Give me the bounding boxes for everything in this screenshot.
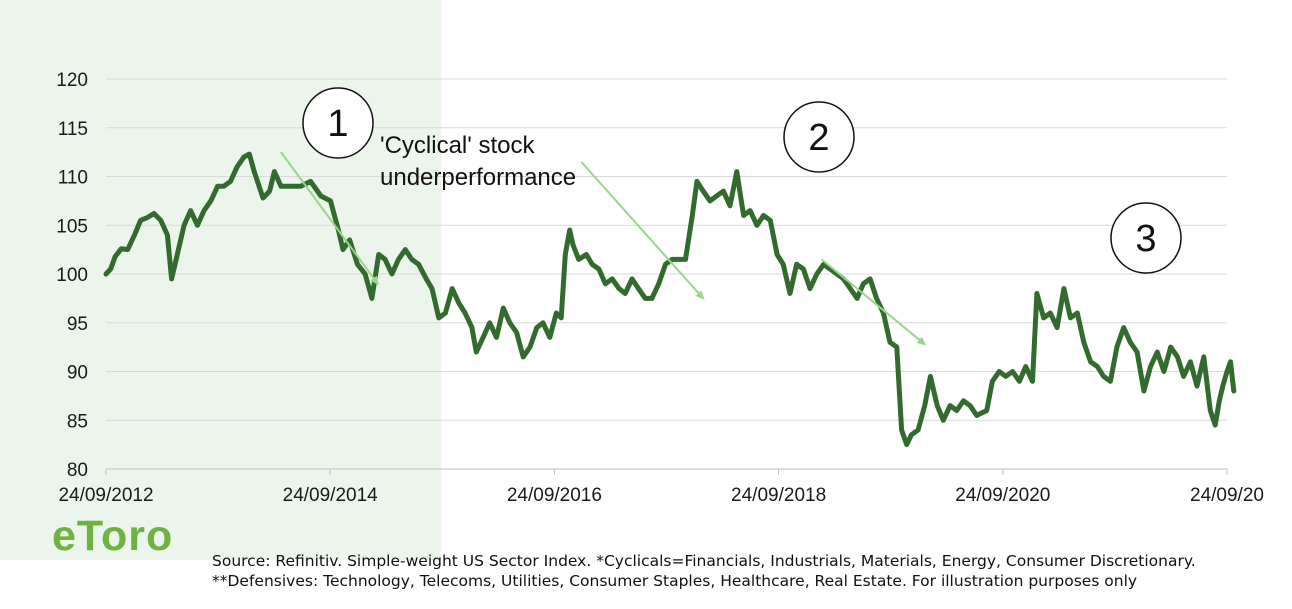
annotation-1: 1 'Cyclical' stock underperformance — [280, 87, 576, 286]
logo-text: eToro — [52, 512, 174, 560]
annotation-2: 2 — [580, 101, 855, 300]
x-tick-label: 24/09/20 — [1190, 485, 1264, 506]
x-tick-label: 24/09/2014 — [283, 485, 379, 506]
y-tick-label: 80 — [67, 460, 88, 481]
y-axis-ticks: 80 85 90 95 100 105 110 115 120 — [56, 70, 88, 481]
annotation-arrow — [280, 151, 379, 286]
source-footnote: Source: Refinitiv. Simple-weight US Sect… — [212, 551, 1196, 591]
gridlines — [106, 78, 1227, 421]
y-tick-label: 115 — [58, 119, 88, 140]
annotation-circle — [1110, 202, 1182, 274]
annotations: 1 'Cyclical' stock underperformance 2 3 — [280, 87, 1182, 346]
annotation-arrow — [820, 258, 927, 346]
x-tick-label: 24/09/2012 — [58, 485, 153, 506]
annotation-number: 3 — [1135, 218, 1156, 260]
annotation-arrow — [580, 161, 705, 300]
x-tick-label: 24/09/2018 — [731, 485, 826, 506]
y-tick-label: 100 — [56, 265, 88, 286]
footnote-line-1: Source: Refinitiv. Simple-weight US Sect… — [212, 552, 1196, 570]
y-tick-label: 105 — [56, 216, 88, 237]
y-tick-label: 90 — [67, 363, 88, 384]
y-tick-label: 85 — [67, 411, 88, 432]
annotation-3: 3 — [820, 202, 1182, 346]
footnote-line-2: **Defensives: Technology, Telecoms, Util… — [212, 572, 1138, 590]
index-series-line — [103, 151, 1237, 448]
y-tick-label: 110 — [58, 168, 88, 189]
annotation-text: underperformance — [380, 164, 576, 191]
x-axis-ticks: 24/09/2012 24/09/2014 24/09/2016 24/09/2018… — [58, 469, 1264, 506]
annotation-text: 'Cyclical' stock — [380, 132, 536, 159]
y-tick-label: 120 — [56, 70, 88, 91]
etoro-logo: eToro — [52, 512, 173, 561]
y-tick-label: 95 — [67, 314, 88, 335]
annotation-number: 2 — [808, 117, 829, 159]
x-tick-label: 24/09/2020 — [955, 485, 1050, 506]
annotation-number: 1 — [327, 103, 348, 145]
x-tick-label: 24/09/2016 — [507, 485, 602, 506]
annotation-circle — [783, 101, 855, 173]
annotation-circle — [302, 87, 374, 159]
